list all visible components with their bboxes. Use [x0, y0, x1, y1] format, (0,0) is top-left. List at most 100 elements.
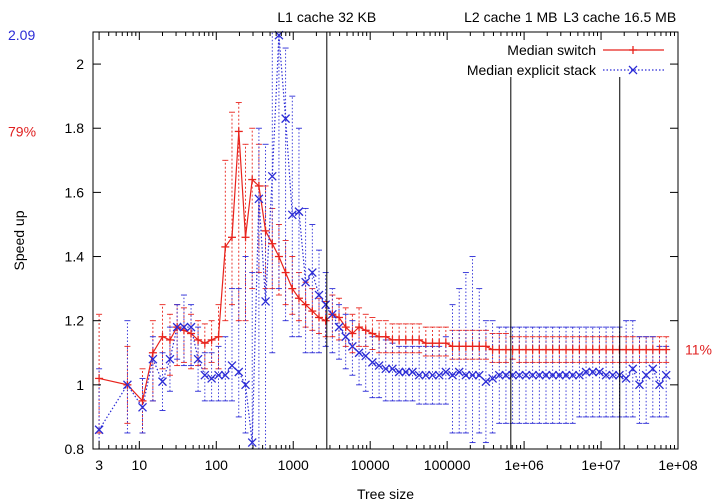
marker-stroke — [247, 438, 257, 448]
marker-stroke — [148, 354, 158, 364]
cross-marker — [588, 367, 598, 377]
cross-marker — [468, 370, 478, 380]
plus-marker — [602, 345, 611, 354]
cross-marker — [138, 402, 147, 412]
legend-marker — [628, 65, 638, 75]
x-tick-label: 1000 — [278, 457, 309, 473]
cross-marker — [648, 364, 658, 374]
legend-label: Median explicit stack — [467, 62, 597, 78]
y-tick-label: 1.6 — [65, 184, 85, 200]
plus-marker — [555, 345, 564, 354]
marker-stroke — [179, 322, 189, 332]
marker-stroke — [307, 268, 317, 278]
plus-marker — [642, 345, 651, 354]
plus-marker — [622, 345, 631, 354]
side-annotation: 11% — [685, 342, 712, 358]
marker-stroke — [554, 370, 564, 380]
cross-marker — [561, 370, 571, 380]
plus-marker — [214, 332, 223, 341]
marker-stroke — [227, 361, 237, 371]
plus-marker — [294, 294, 303, 303]
marker-stroke — [534, 370, 544, 380]
cross-marker — [408, 367, 417, 377]
marker-stroke — [408, 367, 417, 377]
plus-marker — [495, 345, 504, 354]
series-line-median-explicit-stack — [98, 35, 667, 443]
x-tick-label: 1e+08 — [658, 457, 698, 473]
plus-marker — [268, 239, 277, 248]
legend: Median switch Median explicit stack — [467, 42, 664, 78]
marker-stroke — [374, 361, 384, 371]
marker-stroke — [314, 290, 324, 300]
marker-stroke — [414, 370, 424, 380]
marker-stroke — [234, 367, 244, 377]
plus-marker — [415, 335, 424, 344]
plus-marker — [635, 345, 644, 354]
x-axis-label: Tree size — [357, 486, 414, 502]
plus-marker — [138, 396, 147, 405]
marker-stroke — [301, 277, 311, 287]
plus-marker — [368, 329, 377, 338]
plus-marker — [575, 345, 584, 354]
cache-label: L1 cache 32 KB — [277, 9, 376, 25]
plus-marker — [200, 339, 209, 348]
cross-marker — [179, 322, 189, 332]
cross-marker — [307, 268, 317, 278]
plus-marker — [274, 252, 283, 261]
plus-marker — [361, 326, 370, 335]
cross-marker — [488, 373, 498, 383]
cross-marker — [281, 114, 291, 124]
plus-marker — [158, 332, 167, 341]
plus-marker — [515, 345, 524, 354]
marker-stroke — [601, 370, 611, 380]
marker-stroke — [441, 367, 451, 377]
y-tick-label: 1.4 — [65, 249, 85, 265]
cross-marker — [548, 370, 558, 380]
plus-marker — [435, 339, 444, 348]
plus-marker — [234, 127, 243, 136]
cross-marker — [594, 367, 604, 377]
x-tick-label: 100 — [205, 457, 229, 473]
cross-marker — [661, 370, 671, 380]
cross-marker — [414, 370, 424, 380]
plus-marker — [628, 345, 637, 354]
cross-marker — [448, 370, 457, 380]
y-tick-label: 1 — [76, 377, 84, 393]
marker-stroke — [421, 370, 431, 380]
marker-stroke — [594, 367, 604, 377]
plus-marker — [308, 307, 317, 316]
cross-marker — [241, 380, 251, 390]
marker-stroke — [521, 370, 531, 380]
cross-marker — [193, 354, 203, 364]
axis-ticks-layer: 3 10 100 1000 10000 100000 1e+06 1e+07 1e+08 0.8 1… — [8, 27, 712, 473]
cross-marker — [301, 277, 311, 287]
cross-marker — [158, 377, 167, 387]
plus-marker — [301, 300, 310, 309]
legend-label: Median switch — [507, 42, 596, 58]
side-annotation: 79% — [8, 123, 36, 139]
plus-marker — [261, 226, 270, 235]
cross-marker — [327, 309, 337, 319]
marker-stroke — [287, 210, 297, 220]
plus-marker — [461, 342, 470, 351]
y-tick-label: 2 — [76, 56, 84, 72]
marker-stroke — [341, 332, 351, 342]
marker-stroke — [428, 370, 437, 380]
cross-marker — [434, 370, 444, 380]
cross-marker — [234, 367, 244, 377]
marker-stroke — [401, 367, 411, 377]
y-tick-label: 1.8 — [65, 120, 85, 136]
marker-stroke — [387, 364, 397, 374]
marker-stroke — [628, 364, 638, 374]
marker-stroke — [281, 114, 291, 124]
plus-marker — [481, 342, 490, 351]
cross-marker — [287, 210, 297, 220]
marker-stroke — [448, 370, 457, 380]
cross-marker — [494, 370, 504, 380]
cross-marker — [354, 348, 364, 358]
marker-stroke — [394, 367, 404, 377]
cross-marker — [367, 357, 377, 367]
marker-stroke — [655, 380, 664, 390]
plus-marker — [528, 345, 537, 354]
